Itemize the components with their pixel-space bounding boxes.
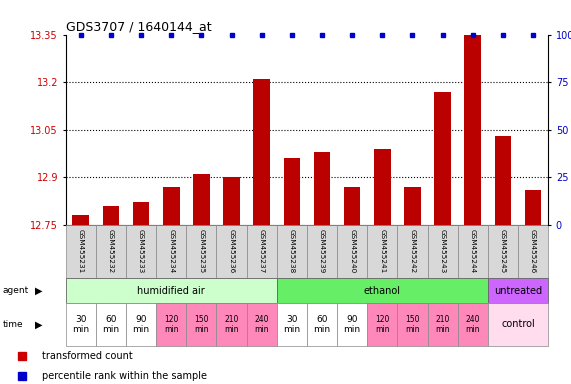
Text: untreated: untreated bbox=[494, 286, 542, 296]
Text: 210
min: 210 min bbox=[435, 315, 450, 334]
Bar bbox=[488, 303, 548, 346]
Bar bbox=[156, 225, 186, 278]
Bar bbox=[458, 303, 488, 346]
Bar bbox=[193, 174, 210, 225]
Bar bbox=[397, 303, 428, 346]
Bar bbox=[96, 303, 126, 346]
Bar bbox=[223, 177, 240, 225]
Text: GSM455238: GSM455238 bbox=[289, 229, 295, 273]
Bar bbox=[307, 303, 337, 346]
Bar bbox=[66, 278, 277, 303]
Bar bbox=[518, 225, 548, 278]
Text: 90
min: 90 min bbox=[344, 315, 361, 334]
Bar bbox=[428, 225, 458, 278]
Text: 210
min: 210 min bbox=[224, 315, 239, 334]
Bar bbox=[216, 303, 247, 346]
Text: percentile rank within the sample: percentile rank within the sample bbox=[42, 371, 207, 381]
Text: GSM455240: GSM455240 bbox=[349, 229, 355, 273]
Bar bbox=[247, 225, 277, 278]
Text: 150
min: 150 min bbox=[405, 315, 420, 334]
Text: GSM455235: GSM455235 bbox=[198, 229, 204, 273]
Bar bbox=[337, 225, 367, 278]
Bar bbox=[103, 205, 119, 225]
Text: 30
min: 30 min bbox=[283, 315, 300, 334]
Text: GSM455232: GSM455232 bbox=[108, 229, 114, 273]
Bar bbox=[133, 202, 150, 225]
Text: GSM455242: GSM455242 bbox=[409, 229, 416, 273]
Bar bbox=[126, 303, 156, 346]
Text: 120
min: 120 min bbox=[375, 315, 389, 334]
Text: GSM455244: GSM455244 bbox=[470, 229, 476, 273]
Text: GSM455231: GSM455231 bbox=[78, 229, 84, 273]
Text: GSM455246: GSM455246 bbox=[530, 229, 536, 273]
Bar bbox=[374, 149, 391, 225]
Text: ▶: ▶ bbox=[35, 319, 43, 329]
Bar bbox=[277, 303, 307, 346]
Bar bbox=[66, 303, 96, 346]
Bar bbox=[404, 187, 421, 225]
Bar bbox=[488, 278, 548, 303]
Bar bbox=[397, 225, 428, 278]
Bar bbox=[73, 215, 89, 225]
Bar bbox=[464, 35, 481, 225]
Text: 60
min: 60 min bbox=[313, 315, 331, 334]
Text: ▶: ▶ bbox=[35, 286, 43, 296]
Text: GSM455233: GSM455233 bbox=[138, 229, 144, 273]
Text: agent: agent bbox=[3, 286, 29, 295]
Text: GSM455234: GSM455234 bbox=[168, 229, 174, 273]
Bar bbox=[126, 225, 156, 278]
Text: 240
min: 240 min bbox=[255, 315, 269, 334]
Bar bbox=[96, 225, 126, 278]
Bar bbox=[156, 303, 186, 346]
Text: transformed count: transformed count bbox=[42, 351, 132, 361]
Text: GSM455237: GSM455237 bbox=[259, 229, 265, 273]
Bar bbox=[186, 303, 216, 346]
Bar bbox=[254, 79, 270, 225]
Bar bbox=[247, 303, 277, 346]
Text: 150
min: 150 min bbox=[194, 315, 208, 334]
Bar bbox=[216, 225, 247, 278]
Bar bbox=[428, 303, 458, 346]
Text: ethanol: ethanol bbox=[364, 286, 401, 296]
Text: 240
min: 240 min bbox=[465, 315, 480, 334]
Bar bbox=[284, 158, 300, 225]
Bar bbox=[525, 190, 541, 225]
Bar bbox=[337, 303, 367, 346]
Text: GSM455241: GSM455241 bbox=[379, 229, 385, 273]
Text: humidified air: humidified air bbox=[138, 286, 205, 296]
Bar bbox=[488, 225, 518, 278]
Bar bbox=[367, 225, 397, 278]
Text: 60
min: 60 min bbox=[102, 315, 119, 334]
Text: control: control bbox=[501, 319, 535, 329]
Bar bbox=[163, 187, 179, 225]
Bar bbox=[277, 278, 488, 303]
Bar bbox=[367, 303, 397, 346]
Text: GSM455243: GSM455243 bbox=[440, 229, 445, 273]
Bar bbox=[344, 187, 360, 225]
Text: time: time bbox=[3, 320, 23, 329]
Text: GSM455236: GSM455236 bbox=[228, 229, 235, 273]
Text: GDS3707 / 1640144_at: GDS3707 / 1640144_at bbox=[66, 20, 211, 33]
Text: 30
min: 30 min bbox=[72, 315, 89, 334]
Bar bbox=[313, 152, 330, 225]
Text: GSM455245: GSM455245 bbox=[500, 229, 506, 273]
Bar bbox=[435, 91, 451, 225]
Text: 90
min: 90 min bbox=[132, 315, 150, 334]
Bar bbox=[277, 225, 307, 278]
Bar bbox=[186, 225, 216, 278]
Bar bbox=[66, 225, 96, 278]
Bar bbox=[494, 136, 511, 225]
Text: 120
min: 120 min bbox=[164, 315, 179, 334]
Bar bbox=[458, 225, 488, 278]
Text: GSM455239: GSM455239 bbox=[319, 229, 325, 273]
Bar bbox=[307, 225, 337, 278]
